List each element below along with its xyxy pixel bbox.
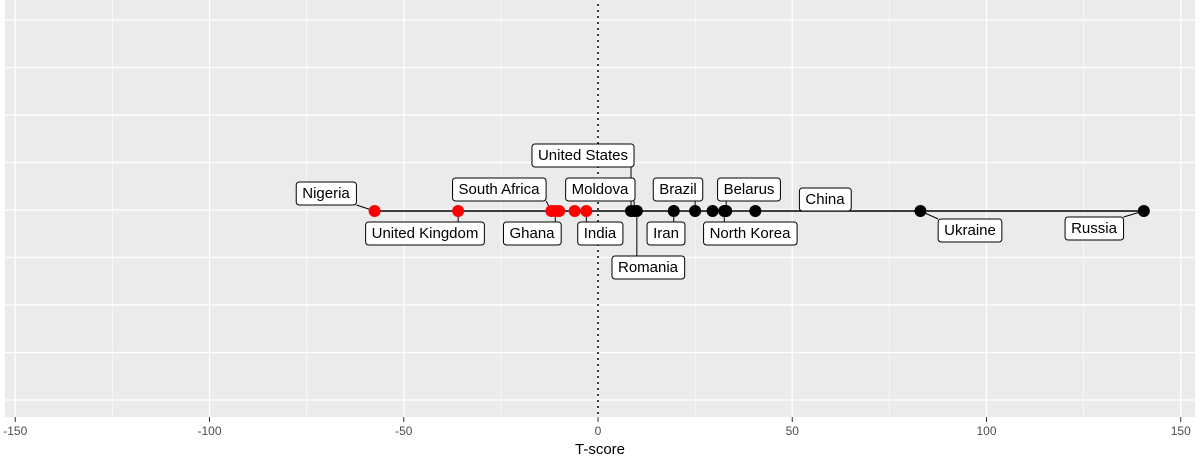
data-point xyxy=(580,205,593,217)
data-point xyxy=(720,205,733,217)
x-axis-title: T-score xyxy=(575,441,625,458)
point-label-box xyxy=(452,177,547,202)
point-label: Ghana xyxy=(502,221,562,246)
point-label-text: Ghana xyxy=(509,225,555,242)
point-label: Russia xyxy=(1064,216,1125,241)
point-labels: Nigeria United Kingdom South Africa Ghana In… xyxy=(295,143,1125,280)
point-label-text: Nigeria xyxy=(302,185,350,202)
point-label-box xyxy=(365,221,485,246)
point-label: India xyxy=(577,221,624,246)
point-label-text: China xyxy=(805,191,845,208)
data-point xyxy=(553,205,566,217)
point-label-text: Moldova xyxy=(572,181,629,198)
point-label-text: North Korea xyxy=(710,225,792,242)
data-points xyxy=(368,205,1150,217)
point-label-box xyxy=(652,177,704,202)
point-label: Romania xyxy=(611,255,686,280)
x-tick-label: 50 xyxy=(786,424,800,438)
point-label-text: United Kingdom xyxy=(372,225,479,242)
point-label-box xyxy=(717,177,781,202)
data-point xyxy=(452,205,465,217)
point-label-box xyxy=(937,218,1003,243)
point-label: Moldova xyxy=(565,177,636,202)
data-point xyxy=(1137,205,1150,217)
point-label-text: Iran xyxy=(653,225,679,242)
point-label: Iran xyxy=(646,221,686,246)
point-label-box xyxy=(646,221,686,246)
data-point xyxy=(667,205,680,217)
x-tick-label: -50 xyxy=(395,424,413,438)
point-label-box xyxy=(565,177,636,202)
point-label: United Kingdom xyxy=(365,221,485,246)
point-label-box xyxy=(798,187,852,212)
data-point xyxy=(749,205,762,217)
point-label: Brazil xyxy=(652,177,704,202)
point-label-box xyxy=(295,181,357,206)
x-axis: -150 -100 -50 0 50 100 150 xyxy=(3,417,1191,438)
point-label: North Korea xyxy=(703,221,798,246)
point-label: United States xyxy=(531,143,635,168)
point-label: China xyxy=(798,187,852,212)
x-tick-label: 150 xyxy=(1171,424,1191,438)
point-label-box xyxy=(531,143,635,168)
plot-panel xyxy=(5,0,1195,417)
point-label-text: Belarus xyxy=(724,181,775,198)
point-label-box xyxy=(703,221,798,246)
point-label-text: South Africa xyxy=(459,181,541,198)
point-label-text: Romania xyxy=(618,259,679,276)
point-label-text: Brazil xyxy=(659,181,697,198)
data-point xyxy=(368,205,381,217)
point-label-box xyxy=(611,255,686,280)
point-label: Nigeria xyxy=(295,181,357,206)
point-label-box xyxy=(577,221,624,246)
point-label: Ukraine xyxy=(937,218,1003,243)
x-tick-label: 0 xyxy=(595,424,602,438)
point-label-text: Russia xyxy=(1071,220,1118,237)
data-point xyxy=(568,205,581,217)
data-point xyxy=(630,205,643,217)
point-label-text: Ukraine xyxy=(944,222,996,239)
x-tick-label: 100 xyxy=(976,424,996,438)
point-label-box xyxy=(502,221,562,246)
x-tick-label: -100 xyxy=(197,424,221,438)
point-label-text: India xyxy=(584,225,617,242)
point-label: South Africa xyxy=(452,177,547,202)
point-label-text: United States xyxy=(538,147,628,164)
data-point xyxy=(689,205,702,217)
data-point xyxy=(914,205,927,217)
point-label: Belarus xyxy=(717,177,781,202)
x-tick-label: -150 xyxy=(3,424,27,438)
data-point xyxy=(706,205,719,217)
point-label-box xyxy=(1064,216,1125,241)
